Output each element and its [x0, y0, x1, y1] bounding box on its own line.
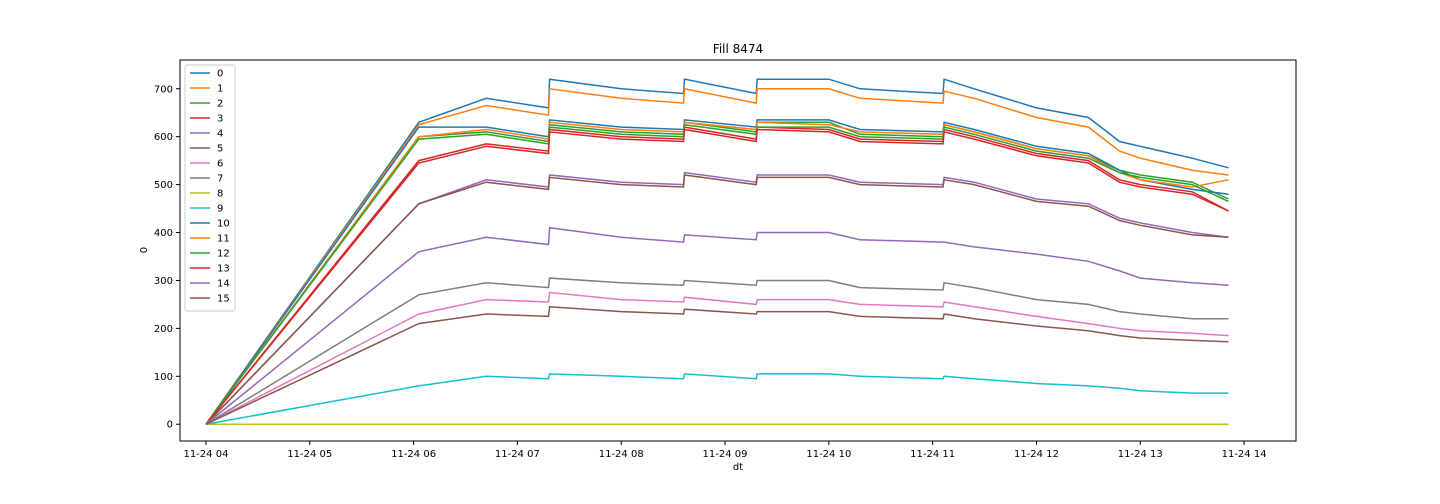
- series-line-14: [205, 226, 1229, 425]
- series-line-10: [205, 119, 1229, 425]
- x-axis: 11-24 04 11-24 05 11-24 06 11-24 07 11-24 08…: [183, 441, 1267, 460]
- legend-label: 9: [217, 204, 223, 215]
- y-tick-label: 200: [154, 324, 173, 335]
- series-line-12: [205, 123, 1229, 425]
- legend-label: 0: [217, 69, 223, 80]
- legend-label: 13: [217, 264, 230, 275]
- x-tick-label: 11-24 06: [391, 449, 436, 460]
- series-line-9: [205, 373, 1229, 425]
- series-line-6: [205, 291, 1229, 425]
- x-tick-label: 11-24 04: [183, 449, 228, 460]
- series-line-13: [205, 128, 1229, 425]
- legend-label: 10: [217, 219, 230, 230]
- series-line-1: [205, 87, 1229, 425]
- legend-label: 6: [217, 159, 223, 170]
- x-tick-label: 11-24 11: [910, 449, 955, 460]
- series-line-11: [205, 121, 1229, 425]
- x-tick-label: 11-24 13: [1118, 449, 1163, 460]
- x-tick-label: 11-24 08: [599, 449, 644, 460]
- legend-label: 15: [217, 294, 230, 305]
- series-line-2: [205, 121, 1229, 425]
- x-tick-label: 11-24 07: [495, 449, 540, 460]
- x-tick-label: 11-24 12: [1014, 449, 1059, 460]
- legend-label: 12: [217, 249, 230, 260]
- legend-box: [184, 64, 236, 312]
- legend-label: 5: [217, 144, 223, 155]
- y-axis: 0 100 200 300 400 500 600 700: [154, 84, 180, 431]
- x-axis-label: dt: [733, 462, 743, 473]
- series-line-3: [205, 126, 1229, 425]
- series-line-7: [205, 277, 1229, 425]
- y-tick-label: 400: [154, 228, 173, 239]
- y-tick-label: 600: [154, 132, 173, 143]
- x-tick-label: 11-24 10: [806, 449, 851, 460]
- y-axis-label: 0: [139, 247, 150, 253]
- legend-label: 3: [217, 114, 223, 125]
- y-tick-label: 100: [154, 372, 173, 383]
- legend-label: 1: [217, 84, 223, 95]
- legend-label: 2: [217, 99, 223, 110]
- y-tick-label: 0: [167, 420, 173, 431]
- legend-label: 7: [217, 174, 223, 185]
- y-tick-label: 300: [154, 276, 173, 287]
- chart-title: Fill 8474: [713, 42, 763, 56]
- series-line-0: [205, 78, 1229, 425]
- legend-label: 11: [217, 234, 230, 245]
- y-tick-label: 500: [154, 180, 173, 191]
- legend-label: 14: [217, 279, 230, 290]
- legend-label: 8: [217, 189, 223, 200]
- series-line-5: [205, 174, 1229, 425]
- x-tick-label: 11-24 05: [287, 449, 332, 460]
- x-tick-label: 11-24 14: [1222, 449, 1267, 460]
- plot-frame: [179, 59, 1297, 442]
- y-tick-label: 700: [154, 84, 173, 95]
- x-tick-label: 11-24 09: [703, 449, 748, 460]
- legend-label: 4: [217, 129, 223, 140]
- series-line-15: [205, 306, 1229, 425]
- series-group: [205, 78, 1229, 425]
